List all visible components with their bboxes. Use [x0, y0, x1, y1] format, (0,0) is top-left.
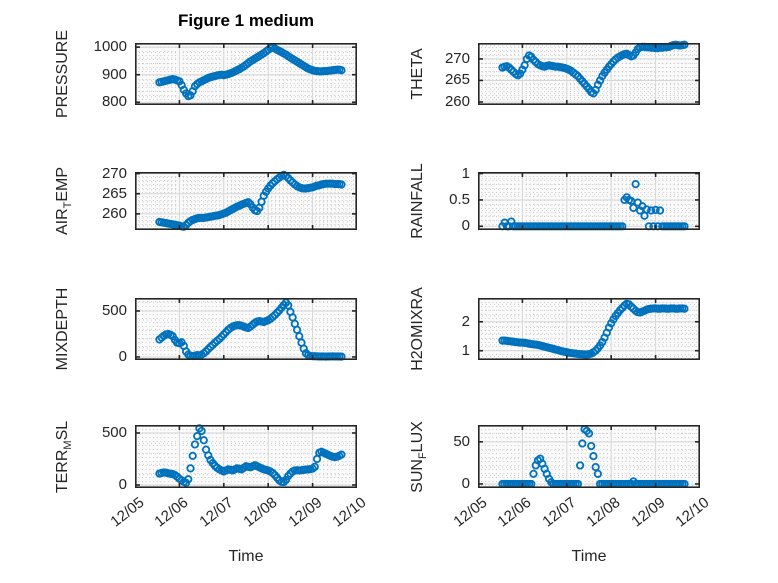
y-tick-label: 500 — [101, 424, 127, 441]
x-tick-label: 12/09 — [628, 494, 669, 531]
y-tick-label: 1 — [461, 341, 470, 359]
data-series-pressure — [155, 43, 346, 101]
y-tick-label: 265 — [101, 184, 127, 202]
x-axis-label-right: Time — [571, 548, 607, 565]
x-tick-label: 12/08 — [583, 494, 624, 531]
plot-area-rainfall — [478, 172, 700, 231]
y-tick-label: 1000 — [93, 38, 127, 56]
y-tick-label: 2 — [461, 312, 470, 330]
y-tick-label: 270 — [444, 49, 470, 67]
y-tick-label: 500 — [101, 301, 127, 319]
y-tick-label: 0 — [461, 217, 470, 235]
plot-area-terr_msl — [135, 424, 357, 489]
y-tick-label: 800 — [101, 93, 127, 111]
y-tick-label: 260 — [444, 92, 470, 110]
y-tick-label: 260 — [101, 204, 127, 222]
y-tick-label: 1 — [461, 164, 470, 182]
y-tick-label: 0 — [461, 474, 470, 492]
y-tick-label: 270 — [101, 164, 127, 182]
y-tick-label: 50 — [453, 432, 470, 450]
y-tick-label: 265 — [444, 71, 470, 89]
plot-area-sun_flux — [478, 425, 700, 489]
x-axis-label-left: Time — [228, 548, 264, 565]
y-tick-label: 0 — [118, 347, 127, 365]
y-axis-label-terr_msl: TERRMSL — [54, 420, 74, 493]
y-tick-label: 0.5 — [449, 190, 470, 208]
x-tick-label: 12/06 — [494, 494, 535, 531]
x-tick-label: 12/07 — [196, 494, 237, 531]
x-tick-label: 12/05 — [107, 494, 148, 531]
y-tick-label: 0 — [118, 475, 127, 493]
data-series-terr_msl — [155, 424, 346, 488]
x-tick-label: 12/10 — [329, 494, 370, 531]
x-tick-label: 12/09 — [285, 494, 326, 531]
plot-area-air_temp — [135, 170, 357, 231]
data-series-mixdepth — [155, 298, 346, 361]
data-series-air_temp — [155, 170, 346, 231]
x-tick-label: 12/07 — [539, 494, 580, 531]
x-tick-label: 12/06 — [151, 494, 192, 531]
plot-area-mixdepth — [135, 298, 357, 361]
y-axis-label-sun_flux: SUNFLUX — [409, 420, 429, 493]
plot-area-theta — [478, 40, 700, 106]
data-series-h2omixra — [498, 299, 689, 359]
x-tick-label: 12/05 — [450, 494, 491, 531]
figure-title: Figure 1 medium — [177, 11, 315, 30]
x-tick-label: 12/10 — [672, 494, 713, 531]
plot-area-h2omixra — [478, 298, 700, 361]
plot-area-pressure — [135, 43, 357, 106]
y-tick-label: 900 — [101, 65, 127, 83]
x-tick-label: 12/08 — [240, 494, 281, 531]
